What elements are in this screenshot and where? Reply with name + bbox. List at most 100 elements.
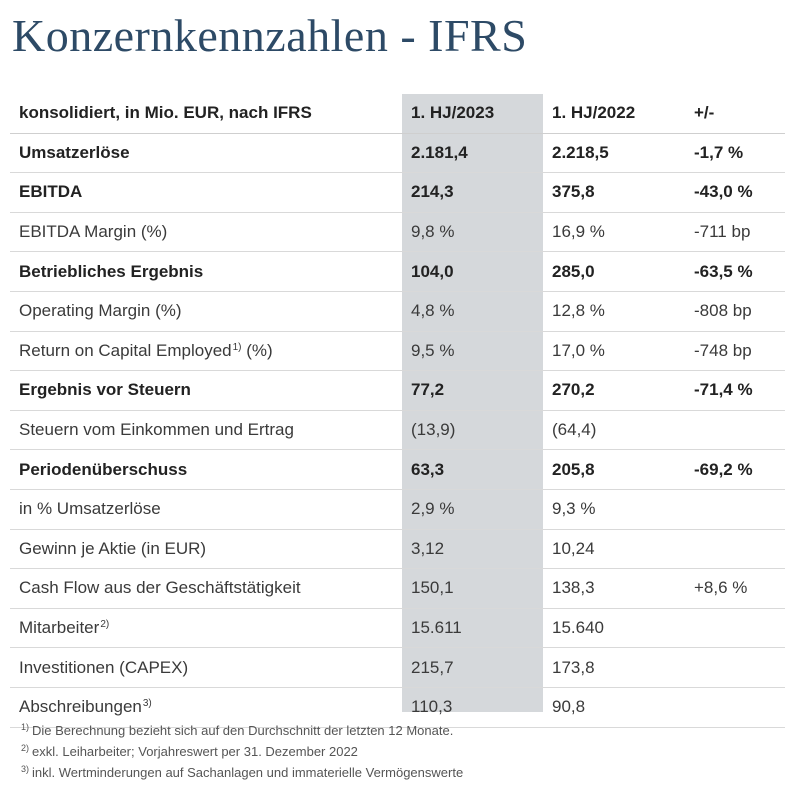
- table-row: Betriebliches Ergebnis 104,0 285,0 -63,5 %: [10, 251, 785, 292]
- row-label-text: Steuern vom Einkommen und Ertrag: [19, 420, 294, 440]
- value-delta: -1,7 %: [685, 133, 785, 174]
- value-2023: 63,3: [402, 449, 543, 490]
- table-row: in % Umsatzerlöse 2,9 % 9,3 %: [10, 489, 785, 530]
- value-delta: [685, 647, 785, 688]
- value-delta: [685, 687, 785, 728]
- value-delta: -711 bp: [685, 212, 785, 253]
- row-label: Gewinn je Aktie (in EUR): [10, 529, 402, 570]
- value-2023: (13,9): [402, 410, 543, 451]
- footnote-marker: 2): [100, 619, 110, 631]
- row-label-text: EBITDA Margin (%): [19, 222, 168, 242]
- value-delta: -71,4 %: [685, 370, 785, 411]
- row-label-suffix: (%): [241, 340, 273, 360]
- value-2023: 9,5 %: [402, 331, 543, 372]
- value-2022: (64,4): [543, 410, 685, 451]
- value-2023: 150,1: [402, 568, 543, 609]
- row-label: in % Umsatzerlöse: [10, 489, 402, 530]
- value-delta: -43,0 %: [685, 172, 785, 213]
- row-label: Periodenüberschuss: [10, 449, 402, 490]
- footnote-mark: 3): [21, 764, 30, 774]
- value-2023: 104,0: [402, 251, 543, 292]
- kpi-table: konsolidiert, in Mio. EUR, nach IFRS 1. …: [10, 94, 785, 728]
- row-label: Steuern vom Einkommen und Ertrag: [10, 410, 402, 451]
- table-row: EBITDA 214,3 375,8 -43,0 %: [10, 172, 785, 213]
- table-row: Cash Flow aus der Geschäftstätigkeit 150,…: [10, 568, 785, 609]
- value-2022: 17,0 %: [543, 331, 685, 372]
- table-row: Umsatzerlöse 2.181,4 2.218,5 -1,7 %: [10, 133, 785, 174]
- value-delta: [685, 410, 785, 451]
- page-title: Konzernkennzahlen - IFRS: [12, 10, 528, 61]
- value-2023: 215,7: [402, 647, 543, 688]
- value-2023: 3,12: [402, 529, 543, 570]
- value-delta: [685, 489, 785, 530]
- value-2022: 16,9 %: [543, 212, 685, 253]
- row-label-text: Ergebnis vor Steuern: [19, 380, 191, 400]
- table-row: Mitarbeiter2) 15.611 15.640: [10, 608, 785, 649]
- footnote: 3) inkl. Wertminderungen auf Sachanlagen …: [20, 762, 463, 783]
- row-label: Ergebnis vor Steuern: [10, 370, 402, 411]
- value-2022: 375,8: [543, 172, 685, 213]
- value-2022: 285,0: [543, 251, 685, 292]
- value-2023: 2.181,4: [402, 133, 543, 174]
- row-label: Betriebliches Ergebnis: [10, 251, 402, 292]
- value-2022: 270,2: [543, 370, 685, 411]
- value-2023: 2,9 %: [402, 489, 543, 530]
- value-delta: -69,2 %: [685, 449, 785, 490]
- footnote-text: Die Berechnung bezieht sich auf den Durc…: [32, 723, 454, 738]
- value-2022: 10,24: [543, 529, 685, 570]
- value-delta: -63,5 %: [685, 251, 785, 292]
- row-label: EBITDA Margin (%): [10, 212, 402, 253]
- table-row: Operating Margin (%) 4,8 % 12,8 % -808 bp: [10, 291, 785, 332]
- value-2022: 138,3: [543, 568, 685, 609]
- value-delta: -748 bp: [685, 331, 785, 372]
- row-label-text: Operating Margin (%): [19, 301, 182, 321]
- table-row: Abschreibungen3) 110,3 90,8: [10, 687, 785, 728]
- value-delta: +8,6 %: [685, 568, 785, 609]
- row-label: EBITDA: [10, 172, 402, 213]
- value-delta: [685, 608, 785, 649]
- table-header-row: konsolidiert, in Mio. EUR, nach IFRS 1. …: [10, 94, 785, 134]
- value-2022: 173,8: [543, 647, 685, 688]
- row-label-text: Mitarbeiter: [19, 618, 100, 638]
- value-delta: [685, 529, 785, 570]
- value-2023: 4,8 %: [402, 291, 543, 332]
- row-label: Mitarbeiter2): [10, 608, 402, 649]
- value-2022: 90,8: [543, 687, 685, 728]
- value-2022: 9,3 %: [543, 489, 685, 530]
- value-delta: -808 bp: [685, 291, 785, 332]
- value-2022: 2.218,5: [543, 133, 685, 174]
- table-row: EBITDA Margin (%) 9,8 % 16,9 % -711 bp: [10, 212, 785, 253]
- value-2023: 110,3: [402, 687, 543, 728]
- value-2022: 205,8: [543, 449, 685, 490]
- row-label-text: EBITDA: [19, 182, 83, 202]
- footnote: 1) Die Berechnung bezieht sich auf den Du…: [20, 720, 463, 741]
- row-label-text: Return on Capital Employed: [19, 340, 232, 360]
- header-col-2022: 1. HJ/2022: [543, 94, 685, 134]
- footnote-marker: 1): [232, 341, 242, 353]
- table-row: Steuern vom Einkommen und Ertrag (13,9) (6…: [10, 410, 785, 451]
- table-row: Investitionen (CAPEX) 215,7 173,8: [10, 647, 785, 688]
- row-label: Operating Margin (%): [10, 291, 402, 332]
- value-2023: 15.611: [402, 608, 543, 649]
- row-label-text: Cash Flow aus der Geschäftstätigkeit: [19, 578, 301, 598]
- row-label-text: in % Umsatzerlöse: [19, 499, 161, 519]
- header-col-2023: 1. HJ/2023: [402, 94, 543, 134]
- footnote-text: exkl. Leiharbeiter; Vorjahreswert per 31…: [32, 744, 358, 759]
- value-2023: 9,8 %: [402, 212, 543, 253]
- value-2022: 15.640: [543, 608, 685, 649]
- row-label: Cash Flow aus der Geschäftstätigkeit: [10, 568, 402, 609]
- row-label: Investitionen (CAPEX): [10, 647, 402, 688]
- row-label-text: Gewinn je Aktie (in EUR): [19, 538, 207, 558]
- row-label-text: Betriebliches Ergebnis: [19, 261, 204, 281]
- table-row: Return on Capital Employed1) (%) 9,5 % 17,…: [10, 331, 785, 372]
- table-row: Periodenüberschuss 63,3 205,8 -69,2 %: [10, 449, 785, 490]
- row-label-text: Periodenüberschuss: [19, 459, 188, 479]
- table-body: Umsatzerlöse 2.181,4 2.218,5 -1,7 % EBITDA 21…: [10, 133, 785, 728]
- value-2022: 12,8 %: [543, 291, 685, 332]
- row-label: Abschreibungen3): [10, 687, 402, 728]
- value-2023: 214,3: [402, 172, 543, 213]
- row-label-text: Umsatzerlöse: [19, 142, 130, 162]
- footnote-text: inkl. Wertminderungen auf Sachanlagen un…: [32, 765, 464, 780]
- header-col-delta: +/-: [685, 94, 785, 134]
- row-label: Return on Capital Employed1) (%): [10, 331, 402, 372]
